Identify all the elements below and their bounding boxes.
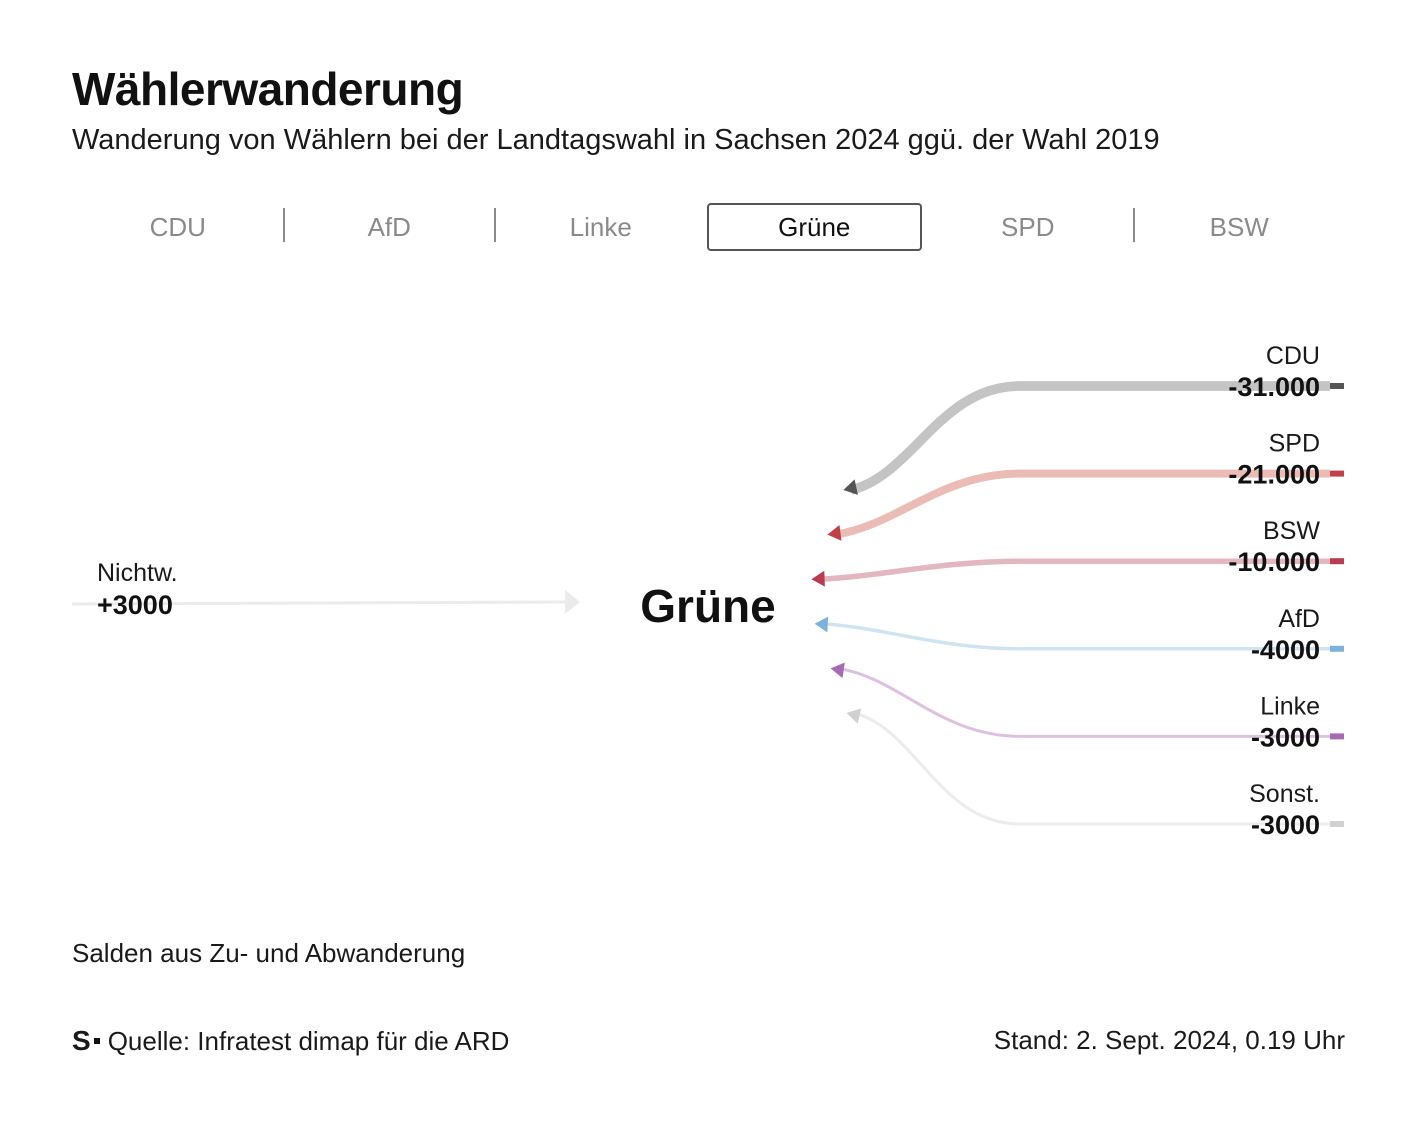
tab-label: SPD <box>1001 211 1055 242</box>
source-text: Quelle: Infratest dimap für die ARD <box>107 1025 510 1056</box>
timestamp: Stand: 2. Sept. 2024, 0.19 Uhr <box>993 1025 1345 1055</box>
tab-label: CDU <box>149 211 206 242</box>
flow-bsw <box>819 558 1330 582</box>
publisher-logo: S <box>72 1025 91 1056</box>
footer: S Quelle: Infratest dimap für die ARD St… <box>72 1025 1345 1057</box>
party-value-afd: -4000 <box>1251 635 1320 665</box>
flow-sonst <box>854 711 1330 826</box>
arrow-afd <box>814 616 829 633</box>
logo-dot <box>93 1038 100 1044</box>
source: S Quelle: Infratest dimap für die ARD <box>72 1025 509 1057</box>
tab-afd[interactable]: AfD <box>284 203 496 251</box>
flow-afd <box>822 622 1330 651</box>
tab-gruene[interactable]: Grüne <box>706 203 922 251</box>
tab-separator <box>282 208 285 242</box>
party-name-spd: SPD <box>1269 430 1320 458</box>
marker-sonst <box>1330 821 1344 827</box>
party-value-sonst: -3000 <box>1251 810 1320 840</box>
marker-bsw <box>1330 558 1344 565</box>
footnote: Salden aus Zu- und Abwanderung <box>72 938 466 968</box>
arrow-linke <box>830 662 845 679</box>
tab-label: Grüne <box>778 211 851 242</box>
party-name-bsw: BSW <box>1263 517 1320 545</box>
chart-subtitle: Wanderung von Wählern bei der Landtagswa… <box>72 124 1160 156</box>
marker-cdu <box>1330 383 1344 389</box>
tab-linke[interactable]: Linke <box>495 203 707 251</box>
tab-label: Linke <box>569 211 632 242</box>
party-name-linke: Linke <box>1260 692 1320 720</box>
chart-title: Wählerwanderung <box>72 63 464 115</box>
party-name-sonst: Sonst. <box>1249 780 1320 808</box>
tab-bsw[interactable]: BSW <box>1134 203 1346 251</box>
arrow-sonst <box>846 708 862 724</box>
gain-value-nichtw: +3000 <box>97 590 173 620</box>
party-value-spd: -21.000 <box>1228 460 1320 490</box>
party-value-cdu: -31.000 <box>1228 372 1320 402</box>
gain-name-nichtw: Nichtw. <box>97 559 178 587</box>
tab-label: AfD <box>367 211 411 242</box>
flow-linke <box>838 666 1330 738</box>
tab-label: BSW <box>1209 211 1269 242</box>
tab-separator <box>494 208 496 242</box>
tab-separator <box>1132 208 1135 242</box>
flow-spd <box>834 469 1330 539</box>
marker-spd <box>1330 470 1344 477</box>
party-name-cdu: CDU <box>1266 342 1320 370</box>
party-name-afd: AfD <box>1278 605 1320 633</box>
tab-spd[interactable]: SPD <box>922 203 1135 251</box>
center-party-label: Grüne <box>640 580 775 632</box>
party-tabs: CDU AfD Linke Grüne SPD BSW <box>72 203 1345 251</box>
flow-cdu <box>850 381 1330 495</box>
party-value-linke: -3000 <box>1251 722 1320 752</box>
arrow-spd <box>827 525 842 541</box>
tab-cdu[interactable]: CDU <box>72 203 285 251</box>
party-value-bsw: -10.000 <box>1228 547 1320 577</box>
arrow-nichtw <box>565 590 580 614</box>
marker-linke <box>1330 733 1344 740</box>
flow-nichtw <box>71 600 566 606</box>
arrow-bsw <box>811 570 825 587</box>
arrow-cdu <box>843 479 859 495</box>
marker-afd <box>1330 645 1344 652</box>
